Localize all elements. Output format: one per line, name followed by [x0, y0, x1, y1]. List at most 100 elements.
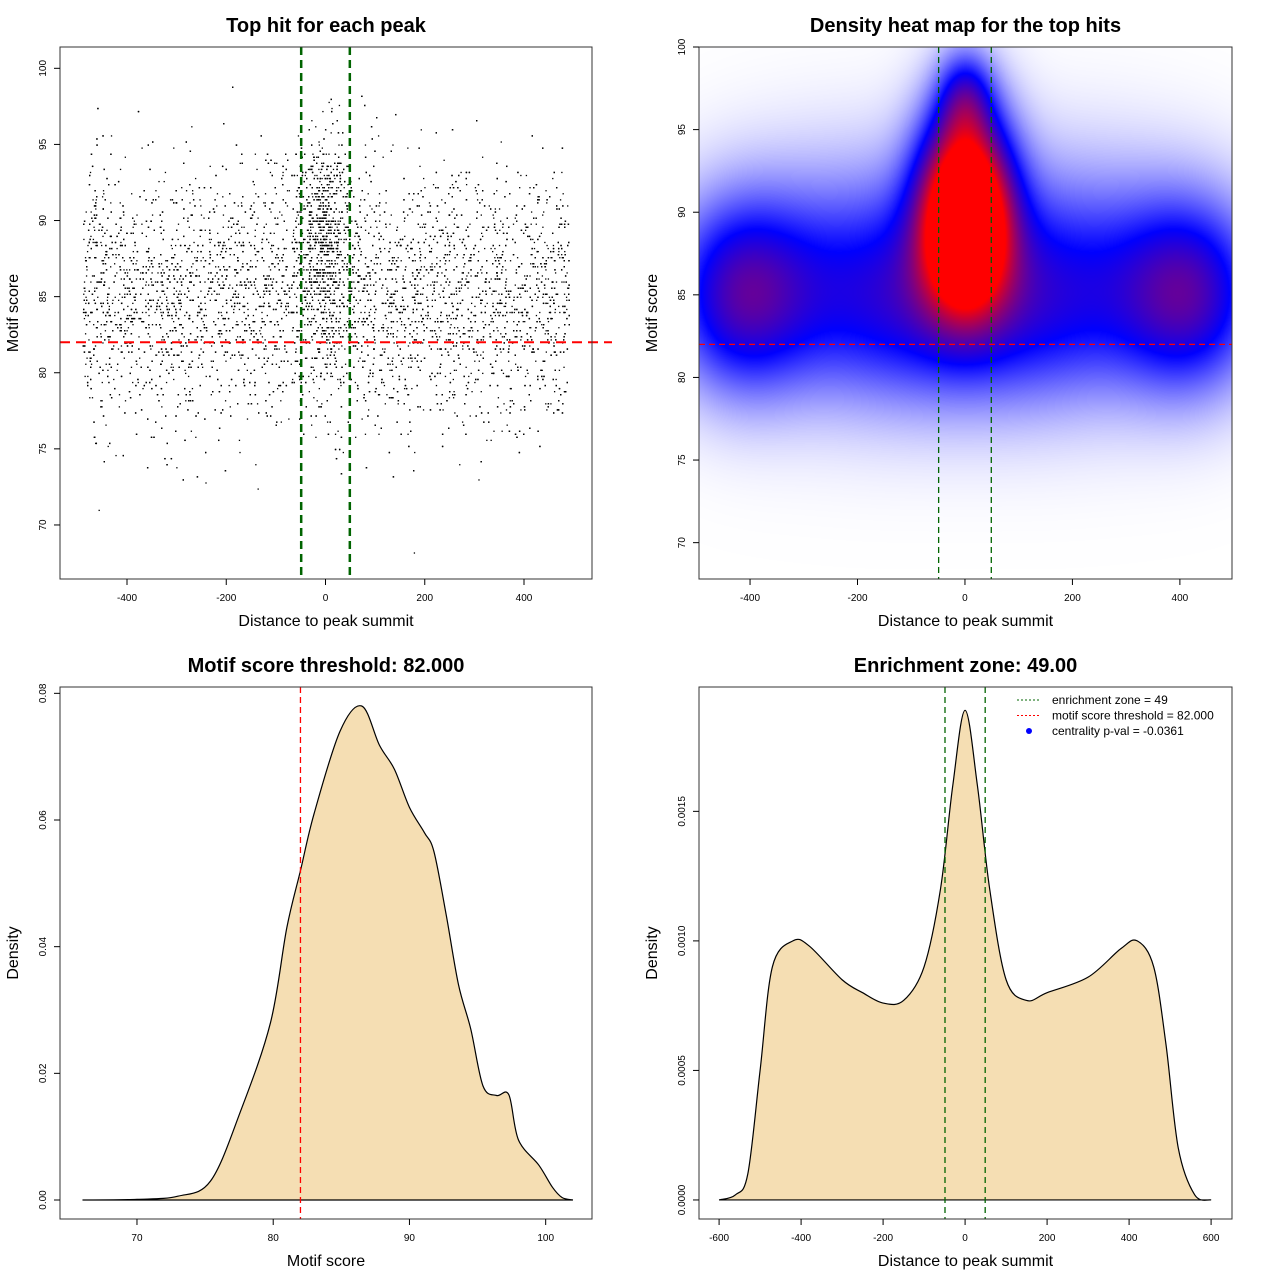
- scatter-point: [316, 400, 318, 402]
- scatter-point: [238, 308, 241, 311]
- scatter-point: [566, 287, 569, 289]
- scatter-point: [141, 147, 143, 149]
- scatter-point: [408, 208, 411, 210]
- scatter-point: [341, 345, 343, 347]
- scatter-point: [315, 375, 318, 378]
- scatter-point: [386, 394, 388, 396]
- scatter-point: [386, 287, 388, 289]
- scatter-point: [435, 333, 437, 335]
- scatter-point: [326, 238, 328, 241]
- scatter-point: [322, 241, 324, 244]
- scatter-point: [300, 330, 303, 332]
- scatter-point: [500, 141, 502, 143]
- scatter-point: [524, 229, 527, 231]
- scatter-point: [303, 254, 305, 256]
- scatter-point: [334, 177, 336, 180]
- scatter-point: [311, 424, 313, 426]
- scatter-point: [529, 345, 531, 347]
- scatter-point: [336, 263, 339, 265]
- scatter-point: [515, 269, 518, 271]
- scatter-point: [312, 266, 315, 268]
- scatter-point: [432, 183, 435, 186]
- scatter-point: [334, 235, 337, 238]
- scatter-point: [344, 226, 347, 228]
- scatter-point: [436, 348, 439, 350]
- scatter-point: [453, 391, 455, 393]
- scatter-point: [379, 214, 381, 216]
- scatter-point: [269, 290, 271, 292]
- scatter-point: [115, 257, 117, 259]
- scatter-point: [94, 287, 96, 289]
- scatter-point: [100, 324, 102, 326]
- scatter-point: [197, 250, 199, 253]
- scatter-point: [524, 375, 527, 378]
- scatter-point: [332, 217, 334, 219]
- scatter-point: [297, 135, 300, 137]
- scatter-point: [520, 339, 522, 341]
- scatter-point: [250, 372, 252, 375]
- scatter-point: [308, 241, 310, 244]
- scatter-point: [467, 330, 469, 332]
- scatter-point: [470, 275, 472, 277]
- scatter-point: [499, 311, 501, 314]
- scatter-point: [85, 363, 87, 365]
- scatter-point: [502, 372, 505, 375]
- scatter-point: [331, 226, 333, 228]
- scatter-point: [276, 162, 278, 164]
- scatter-point: [260, 333, 262, 335]
- scatter-point: [326, 354, 328, 356]
- scatter-point: [514, 363, 517, 365]
- scatter-point: [311, 120, 313, 122]
- scatter-point: [319, 290, 321, 292]
- scatter-point: [180, 351, 182, 353]
- scatter-point: [392, 375, 394, 378]
- scatter-point: [330, 272, 332, 274]
- scatter-point: [242, 266, 244, 268]
- scatter-point: [396, 345, 399, 347]
- scatter-point: [316, 174, 318, 177]
- scatter-point: [489, 333, 491, 335]
- scatter-point: [220, 311, 222, 314]
- scatter-point: [552, 244, 555, 247]
- scatter-point: [314, 174, 316, 177]
- scatter-point: [318, 168, 320, 171]
- scatter-point: [492, 214, 494, 216]
- scatter-point: [314, 275, 317, 277]
- scatter-point: [223, 284, 225, 286]
- scatter-point: [499, 229, 501, 231]
- scatter-point: [310, 229, 312, 231]
- scatter-point: [171, 247, 173, 250]
- scatter-point: [520, 311, 522, 314]
- scatter-point: [542, 226, 544, 228]
- scatter-point: [327, 272, 330, 274]
- scatter-point: [241, 320, 243, 323]
- scatter-point: [459, 238, 461, 241]
- scatter-point: [256, 168, 258, 171]
- scatter-point: [265, 348, 267, 350]
- scatter-point: [127, 327, 130, 329]
- scatter-point: [343, 187, 345, 189]
- scatter-point: [563, 366, 565, 368]
- scatter-point: [105, 324, 107, 326]
- scatter-point: [200, 205, 202, 207]
- scatter-point: [126, 272, 129, 274]
- scatter-point: [295, 348, 297, 350]
- scatter-point: [343, 238, 345, 241]
- scatter-point: [105, 424, 107, 426]
- scatter-point: [319, 269, 322, 271]
- scatter-point: [286, 205, 289, 207]
- scatter-point: [216, 205, 218, 207]
- scatter-point: [114, 311, 116, 314]
- scatter-point: [178, 339, 180, 341]
- scatter-point: [357, 244, 360, 247]
- scatter-point: [520, 296, 522, 298]
- scatter-point: [436, 281, 438, 283]
- scatter-point: [315, 436, 317, 438]
- scatter-point: [395, 278, 397, 280]
- scatter-point: [360, 311, 362, 314]
- scatter-point: [113, 263, 116, 265]
- scatter-point: [108, 287, 110, 289]
- scatter-point: [400, 305, 402, 308]
- scatter-point: [398, 375, 400, 378]
- scatter-point: [216, 193, 219, 195]
